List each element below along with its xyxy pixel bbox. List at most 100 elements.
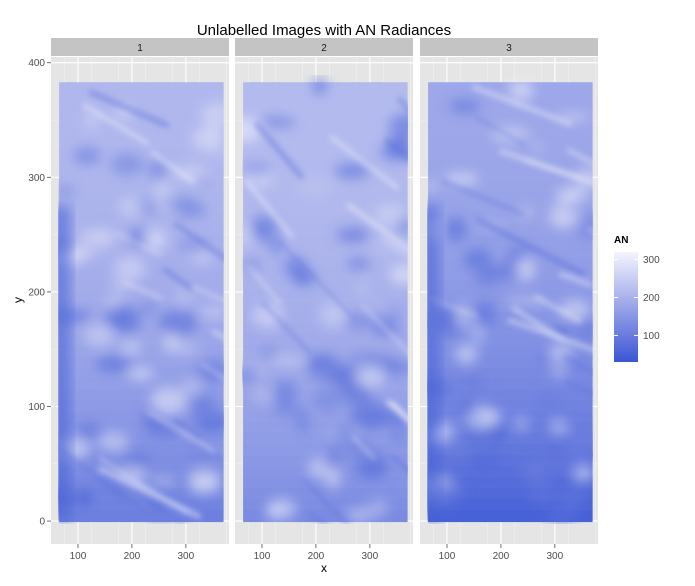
image-band	[59, 104, 224, 117]
image-band	[428, 356, 593, 369]
image-blotch	[73, 147, 101, 165]
image-dark-edge	[58, 205, 72, 522]
image-blotch	[269, 235, 283, 255]
image-band	[243, 202, 408, 215]
image-blotch	[336, 424, 354, 439]
image-blotch	[113, 256, 146, 282]
image-blotch	[334, 163, 370, 179]
image-blotch	[471, 450, 502, 472]
image-band	[428, 104, 593, 117]
image-blotch	[292, 269, 316, 287]
image-band	[59, 290, 224, 303]
y-tick-label: 200	[28, 287, 45, 298]
image-band	[243, 323, 408, 336]
image-band	[428, 213, 593, 226]
image-blotch	[244, 258, 260, 272]
x-tick-label: 200	[493, 551, 510, 562]
image-blotch	[182, 374, 204, 398]
image-streak	[558, 272, 593, 288]
image-blotch	[295, 176, 334, 199]
image-blotch	[145, 418, 182, 438]
image-blotch	[345, 312, 371, 332]
image-blotch	[295, 416, 310, 431]
image-blotch	[128, 367, 154, 380]
x-tick-label: 100	[439, 551, 456, 562]
image-blotch	[144, 500, 176, 521]
image-band	[428, 389, 593, 402]
image-blotch	[102, 304, 131, 328]
image-blotch	[200, 358, 224, 382]
image-blotch	[148, 475, 179, 487]
y-axis: 0 100 200 300 400	[28, 58, 51, 528]
image-streak	[116, 232, 162, 256]
facet-strip-label: 3	[506, 43, 512, 54]
image-blotch	[476, 434, 492, 449]
image-blotch	[148, 160, 167, 180]
image-streak	[150, 150, 196, 184]
image-texture	[242, 76, 408, 522]
image-blotch	[514, 416, 528, 432]
x-tick-label: 200	[124, 551, 141, 562]
image-blotch	[265, 503, 282, 520]
image-blotch	[82, 229, 118, 243]
image-blotch	[345, 509, 374, 522]
image-blotch	[120, 452, 152, 469]
image-blotch	[454, 344, 478, 364]
image-band	[59, 510, 224, 523]
image-blotch	[110, 152, 144, 177]
image-blotch	[347, 382, 361, 408]
image-streak	[352, 436, 376, 461]
image-streak	[471, 84, 573, 127]
image-band	[243, 213, 408, 226]
image-blotch	[458, 375, 485, 391]
image-band	[59, 148, 224, 161]
image-blotch	[448, 99, 481, 114]
image-band	[243, 169, 408, 182]
image-band	[59, 169, 224, 182]
image-blotch	[307, 457, 331, 479]
y-tick-label: 300	[28, 173, 45, 184]
image-streak	[162, 267, 195, 292]
image-streak	[201, 363, 224, 401]
image-blotch	[557, 428, 593, 456]
image-band	[428, 499, 593, 512]
radiance-image	[58, 82, 224, 524]
image-band	[59, 499, 224, 512]
image-band	[59, 356, 224, 369]
legend-colorbar	[614, 252, 638, 362]
image-band	[243, 191, 408, 204]
image-band	[243, 378, 408, 391]
image-blotch	[200, 419, 224, 429]
legend-tick-label: 300	[643, 255, 660, 266]
x-axis-label: x	[321, 561, 327, 575]
image-blotch	[397, 217, 408, 235]
image-blotch	[312, 388, 344, 411]
image-blotch	[187, 469, 222, 486]
image-band	[428, 169, 593, 182]
image-blotch	[444, 173, 479, 185]
image-blotch	[191, 252, 215, 264]
image-blotch	[556, 485, 586, 510]
image-streak	[559, 438, 593, 471]
image-band	[428, 191, 593, 204]
image-streak	[254, 121, 304, 180]
image-band	[59, 334, 224, 347]
chart-title: Unlabelled Images with AN Radiances	[197, 22, 451, 39]
image-blotch	[474, 301, 495, 329]
image-blotch	[557, 112, 590, 121]
image-band	[59, 137, 224, 150]
image-blotch	[369, 303, 392, 313]
image-streak	[302, 478, 367, 524]
image-band	[428, 488, 593, 501]
image-streak	[82, 103, 150, 146]
image-band	[243, 290, 408, 303]
image-streak	[504, 458, 553, 489]
image-blotch	[216, 149, 224, 159]
image-band	[59, 93, 224, 106]
image-band	[243, 235, 408, 248]
y-tick-label: 0	[39, 517, 45, 528]
image-band	[243, 224, 408, 237]
image-streak	[380, 236, 408, 263]
x-tick-label: 300	[547, 551, 564, 562]
image-band	[59, 126, 224, 139]
